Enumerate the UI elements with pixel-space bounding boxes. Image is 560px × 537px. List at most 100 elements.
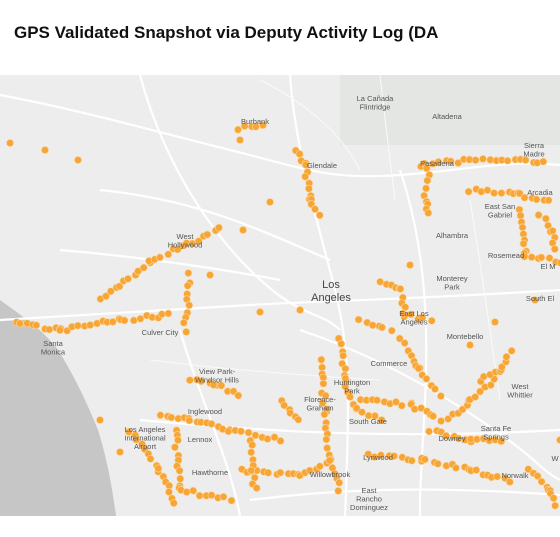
gps-point: [406, 310, 415, 319]
place-label: West: [177, 232, 195, 241]
place-label: Huntington: [334, 378, 370, 387]
place-label: El M: [541, 262, 556, 271]
gps-point: [358, 408, 366, 417]
gps-point: [429, 412, 438, 421]
place-label: Pasadena: [420, 159, 455, 168]
gps-point: [396, 285, 405, 293]
gps-point: [337, 339, 346, 348]
gps-point: [472, 466, 481, 474]
gps-point: [280, 401, 289, 410]
gps-point: [377, 451, 385, 460]
gps-point: [422, 374, 431, 383]
gps-point: [551, 501, 560, 510]
gps-point: [339, 351, 348, 360]
gps-point: [545, 254, 554, 262]
gps-point: [236, 136, 244, 144]
place-label: Lynwood: [363, 453, 393, 462]
gps-point: [295, 150, 304, 158]
gps-point: [502, 352, 511, 361]
gps-point: [164, 250, 173, 259]
gps-point: [185, 416, 194, 425]
place-label: Commerce: [371, 359, 408, 368]
gps-point: [422, 164, 431, 173]
gps-point: [173, 245, 182, 254]
gps-point: [215, 223, 223, 232]
gps-point: [276, 437, 285, 445]
gps-point: [174, 436, 182, 445]
gps-point: [537, 477, 546, 486]
gps-point: [194, 237, 203, 246]
gps-point: [491, 318, 499, 326]
gps-point: [527, 253, 536, 262]
gps-point: [86, 321, 95, 329]
gps-point: [373, 396, 381, 405]
gps-point: [507, 346, 516, 355]
gps-point: [318, 398, 327, 407]
gps-point: [531, 296, 539, 304]
gps-point: [206, 271, 214, 279]
place-label: Angeles: [311, 292, 351, 304]
place-label: Norwalk: [501, 471, 528, 480]
gps-point: [400, 339, 409, 347]
gps-point: [157, 310, 166, 319]
gps-point: [120, 316, 129, 325]
gps-point: [368, 321, 377, 330]
gps-point: [315, 211, 324, 220]
gps-point: [548, 226, 557, 235]
gps-point: [175, 466, 184, 475]
gps-point: [176, 474, 185, 483]
place-label: Windsor Hills: [195, 376, 239, 385]
gps-point: [197, 377, 206, 386]
roads: [0, 74, 560, 517]
place-label: East: [361, 486, 377, 495]
gps-point: [325, 456, 334, 465]
gps-point: [444, 415, 453, 423]
gps-point: [264, 468, 273, 477]
hills: [340, 75, 560, 145]
place-label: Los Angeles: [125, 425, 166, 434]
gps-point: [534, 211, 543, 219]
place-label: View Park-: [199, 367, 236, 376]
gps-point: [378, 323, 386, 332]
gps-point: [377, 416, 386, 424]
place-label: Arcadia: [527, 188, 553, 197]
gps-point: [134, 267, 142, 276]
gps-point: [106, 287, 115, 296]
gps-point: [407, 456, 416, 465]
gps-point: [185, 376, 194, 385]
gps-point: [483, 186, 492, 195]
gps-point: [524, 465, 533, 474]
place-label: Graham: [306, 404, 333, 413]
gps-point: [318, 363, 326, 372]
gps-point: [116, 448, 124, 456]
gps-point: [431, 385, 439, 393]
gps-point: [189, 486, 198, 495]
gps-point: [270, 433, 279, 442]
gps-point: [165, 488, 173, 496]
gps-point: [322, 435, 331, 444]
gps-point: [6, 139, 14, 147]
gps-point: [184, 269, 193, 277]
gps-point: [56, 326, 64, 335]
gps-point: [227, 496, 236, 505]
place-label: Montebello: [447, 332, 484, 341]
gps-point: [458, 405, 467, 414]
gps-point: [341, 364, 350, 373]
gps-point: [183, 281, 192, 290]
gps-point: [315, 462, 324, 471]
place-label: Airport: [134, 442, 157, 451]
gps-point: [334, 487, 343, 495]
gps-point: [556, 436, 560, 444]
place-label: Glendale: [307, 161, 337, 170]
gps-point: [423, 176, 432, 185]
gps-point: [479, 372, 488, 381]
place-label: Culver City: [142, 328, 179, 337]
gps-point: [320, 410, 329, 419]
place-label: West: [512, 382, 530, 391]
gps-point: [549, 494, 558, 503]
gps-point: [203, 230, 212, 239]
place-label: Santa Fe: [481, 424, 511, 433]
gps-point: [433, 459, 442, 468]
